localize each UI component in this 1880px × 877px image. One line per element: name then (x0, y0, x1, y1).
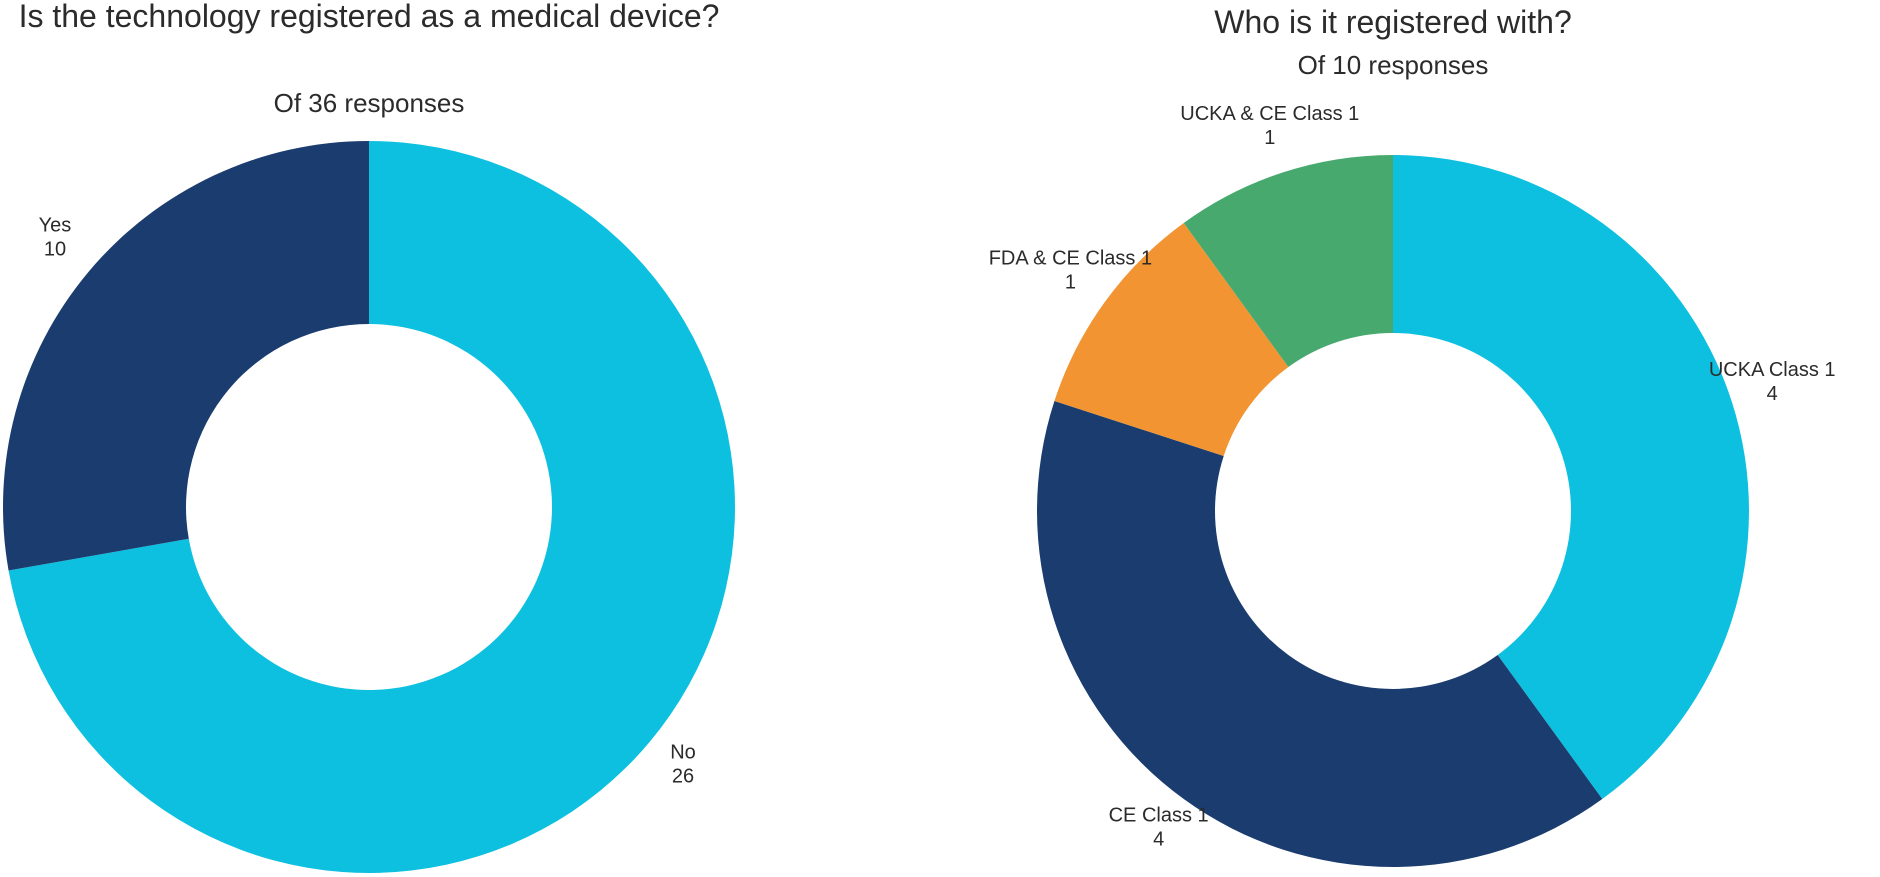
category-label: No (670, 741, 696, 763)
donut-segment (1037, 400, 1603, 868)
category-label: Yes (39, 215, 72, 237)
donut-segment (1054, 222, 1289, 456)
value-label: 4 (1767, 383, 1778, 405)
donut-segment (8, 141, 736, 873)
value-label: 26 (672, 765, 694, 787)
segment-label: No 26 (670, 741, 696, 787)
chart-title: Is the technology registered as a medica… (18, 0, 720, 34)
donut-segment (1183, 155, 1393, 367)
chart-title: Who is it registered with? (1214, 4, 1572, 40)
donut-segment (1393, 155, 1749, 800)
value-label: 1 (1065, 272, 1076, 294)
value-label: 4 (1153, 829, 1164, 851)
category-label: UCKA Class 1 (1709, 359, 1836, 381)
category-label: FDA & CE Class 1 (989, 248, 1152, 270)
chart-subtitle: Of 10 responses (1297, 50, 1489, 80)
category-label: UCKA & CE Class 1 (1180, 103, 1359, 125)
segment-label: Yes 10 (39, 215, 72, 261)
value-label: 10 (44, 239, 66, 261)
donut-segment (2, 141, 369, 571)
chart-subtitle: Of 36 responses (273, 88, 465, 118)
value-label: 1 (1264, 127, 1275, 149)
category-label: CE Class 1 (1109, 805, 1209, 827)
